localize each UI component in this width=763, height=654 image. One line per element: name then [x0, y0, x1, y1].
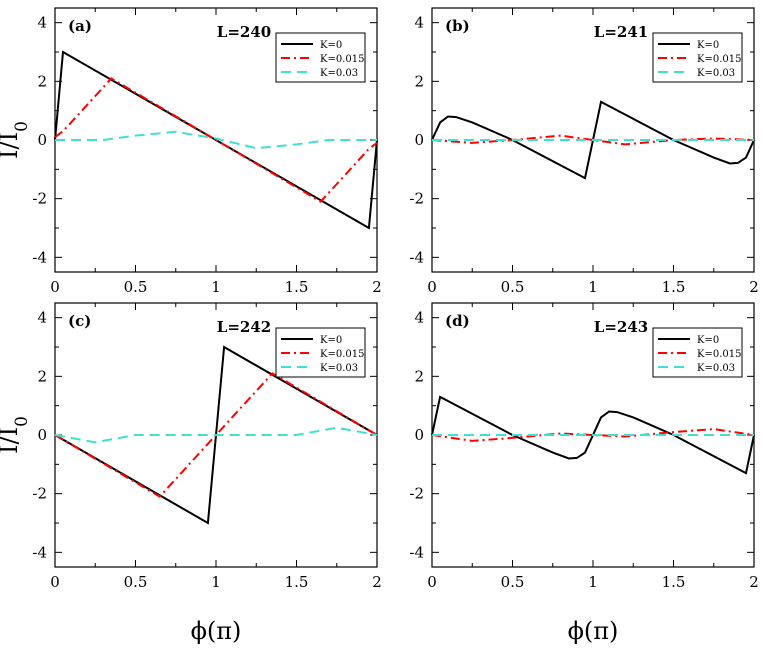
y-tick-label: -4	[32, 543, 47, 561]
x-tick-label: 1	[211, 278, 221, 296]
panel-b: 0 0.5 1 1.5 2 -4 -2 0 2 4 (b) L=241 K=0 K=0.015 K=0.03	[409, 7, 759, 296]
x-tick-label: 1	[211, 573, 221, 591]
x-tick-label: 0.5	[124, 573, 148, 591]
legend-entry: K=0.015	[320, 349, 364, 360]
legend-entry: K=0.015	[320, 54, 364, 65]
y-tick-label: 4	[37, 309, 47, 327]
x-tick-label: 2	[749, 573, 759, 591]
y-tick-label: 2	[414, 72, 424, 90]
x-tick-label: 0	[50, 573, 60, 591]
x-tick-label: 1	[588, 278, 598, 296]
x-tick-label: 0	[427, 278, 437, 296]
chart-title: L=243	[594, 318, 648, 336]
legend-box	[652, 327, 743, 378]
x-tick-label: 1.5	[285, 573, 309, 591]
panel-label: (b)	[445, 17, 470, 35]
x-tick-label: 1	[588, 573, 598, 591]
legend-entry: K=0	[320, 335, 342, 346]
x-tick-label: 0	[427, 573, 437, 591]
y-tick-label: 4	[414, 309, 424, 327]
series-line-k-0-03	[54, 426, 378, 444]
x-tick-label: 2	[372, 278, 382, 296]
y-tick-label: 0	[37, 131, 47, 149]
x-tick-label: 1.5	[662, 278, 686, 296]
legend-entry: K=0.03	[320, 363, 358, 374]
y-tick-label: -4	[32, 248, 47, 266]
series-line-k-0-03	[55, 130, 377, 150]
legend-entry: K=0	[320, 40, 342, 51]
x-tick-label: 1.5	[662, 573, 686, 591]
y-tick-label: -4	[409, 543, 424, 561]
legend: K=0 K=0.015 K=0.03	[652, 32, 743, 83]
legend-entry: K=0.03	[320, 68, 358, 79]
chart-title: L=242	[217, 318, 271, 336]
legend-entry: K=0	[697, 40, 719, 51]
x-axis-title: ϕ(π)	[568, 617, 619, 645]
series-line-k-0-015	[54, 77, 378, 203]
x-tick-label: 2	[749, 278, 759, 296]
chart-title: L=240	[217, 23, 271, 41]
y-tick-label: 0	[37, 426, 47, 444]
chart-title: L=241	[594, 23, 648, 41]
y-tick-label: -4	[409, 248, 424, 266]
legend-box	[652, 32, 743, 83]
x-tick-label: 0.5	[501, 573, 525, 591]
y-tick-label: -2	[32, 190, 47, 208]
y-tick-label: 2	[37, 72, 47, 90]
series-line-k-0-015	[431, 428, 755, 442]
x-tick-label: 1.5	[285, 278, 309, 296]
panel-label: (c)	[68, 312, 91, 330]
y-tick-label: -2	[409, 190, 424, 208]
x-tick-label: 2	[372, 573, 382, 591]
y-tick-label: 2	[414, 367, 424, 385]
panel-a: 0 0.5 1 1.5 2 -4 -2 0 2 4 (a) L=240 K=0 K=0.015 K=0.03…	[0, 7, 382, 296]
x-tick-label: 0	[50, 278, 60, 296]
panel-label: (a)	[68, 17, 92, 35]
panel-d: 0 0.5 1 1.5 2 -4 -2 0 2 4 (d) L=243 K=0 K=0.015 K=0.03…	[409, 302, 759, 645]
y-tick-label: 2	[37, 367, 47, 385]
legend-entry: K=0.03	[697, 363, 735, 374]
legend: K=0 K=0.015 K=0.03	[652, 327, 743, 378]
x-axis-title: ϕ(π)	[191, 617, 242, 645]
series-line-k-0	[54, 50, 378, 230]
x-tick-label: 0.5	[501, 278, 525, 296]
legend-entry: K=0	[697, 335, 719, 346]
legend: K=0 K=0.015 K=0.03	[275, 327, 366, 378]
series-line-k-0-015	[431, 134, 755, 146]
y-axis-title: I/I0	[0, 121, 32, 159]
y-axis-title: I/I0	[0, 416, 32, 454]
x-tick-label: 0.5	[124, 278, 148, 296]
y-tick-label: -2	[409, 485, 424, 503]
y-tick-label: 4	[414, 14, 424, 32]
y-tick-label: -2	[32, 485, 47, 503]
legend-entry: K=0.03	[697, 68, 735, 79]
legend-entry: K=0.015	[697, 349, 741, 360]
y-tick-label: 4	[37, 14, 47, 32]
panel-c: 0 0.5 1 1.5 2 -4 -2 0 2 4 (c) L=242 K=0 K=0.015 K=0.03…	[0, 302, 382, 645]
legend-box	[275, 32, 366, 83]
y-tick-label: 0	[414, 426, 424, 444]
legend-box	[275, 327, 366, 378]
legend-entry: K=0.015	[697, 54, 741, 65]
y-tick-label: 0	[414, 131, 424, 149]
panel-label: (d)	[445, 312, 470, 330]
legend: K=0 K=0.015 K=0.03	[275, 32, 366, 83]
